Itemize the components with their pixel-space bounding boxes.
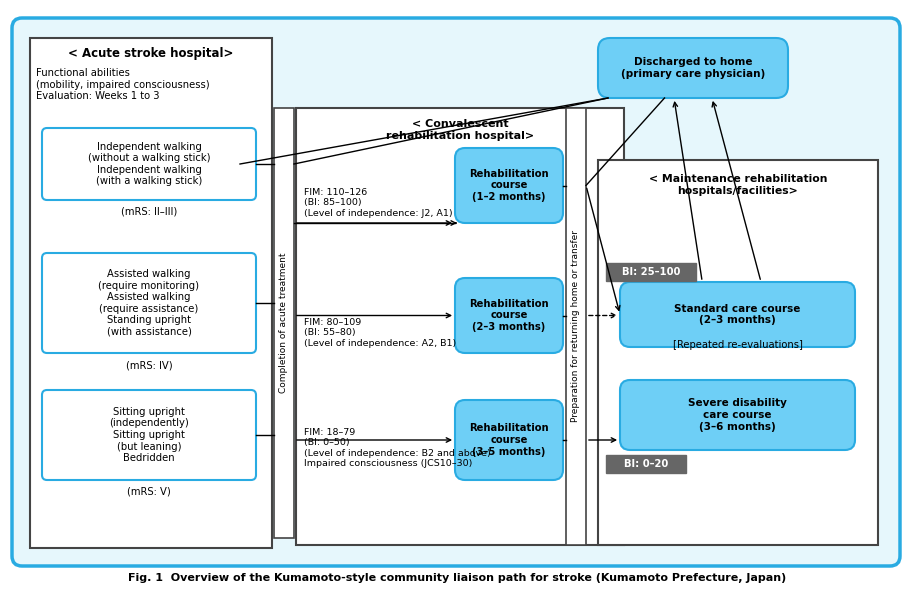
Text: Preparation for returning home or transfer: Preparation for returning home or transf…	[572, 230, 580, 422]
Bar	[566, 108, 586, 545]
Bar	[296, 108, 624, 545]
Text: Fig. 1  Overview of the Kumamoto-style community liaison path for stroke (Kumamo: Fig. 1 Overview of the Kumamoto-style co…	[128, 573, 787, 583]
FancyBboxPatch shape	[598, 38, 788, 98]
FancyBboxPatch shape	[620, 282, 855, 347]
Text: Independent walking
(without a walking stick)
Independent walking
(with a walkin: Independent walking (without a walking s…	[88, 142, 210, 187]
Text: < Maintenance rehabilitation
hospitals/facilities>: < Maintenance rehabilitation hospitals/f…	[649, 174, 827, 196]
FancyBboxPatch shape	[42, 390, 256, 480]
FancyBboxPatch shape	[455, 278, 563, 353]
FancyBboxPatch shape	[42, 253, 256, 353]
Text: (mRS: V): (mRS: V)	[127, 487, 171, 497]
Text: Rehabilitation
course
(3–5 months): Rehabilitation course (3–5 months)	[469, 424, 549, 456]
Text: Severe disability
care course
(3–6 months): Severe disability care course (3–6 month…	[688, 398, 787, 431]
FancyBboxPatch shape	[12, 18, 900, 566]
Text: Rehabilitation
course
(1–2 months): Rehabilitation course (1–2 months)	[469, 169, 549, 202]
Bar	[606, 263, 696, 281]
Text: Functional abilities
(mobility, impaired consciousness)
Evaluation: Weeks 1 to 3: Functional abilities (mobility, impaired…	[36, 68, 210, 101]
Text: Completion of acute treatment: Completion of acute treatment	[279, 253, 288, 393]
Bar	[274, 108, 294, 538]
Bar	[598, 160, 878, 545]
Text: Sitting upright
(independently)
Sitting upright
(but leaning)
Bedridden: Sitting upright (independently) Sitting …	[109, 407, 188, 463]
Text: Discharged to home
(primary care physician): Discharged to home (primary care physici…	[621, 57, 765, 79]
Text: [Repeated re-evaluations]: [Repeated re-evaluations]	[673, 340, 803, 350]
Text: BI: 0–20: BI: 0–20	[624, 459, 668, 469]
Text: FIM: 80–109
(BI: 55–80)
(Level of independence: A2, B1): FIM: 80–109 (BI: 55–80) (Level of indepe…	[304, 318, 457, 348]
Text: Standard care course
(2–3 months): Standard care course (2–3 months)	[674, 304, 801, 325]
Bar	[606, 455, 686, 473]
Text: < Convalescent
rehabilitation hospital>: < Convalescent rehabilitation hospital>	[386, 119, 534, 141]
FancyBboxPatch shape	[455, 400, 563, 480]
Text: Rehabilitation
course
(2–3 months): Rehabilitation course (2–3 months)	[469, 299, 549, 332]
Text: FIM: 18–79
(BI: 0–50)
(Level of independence: B2 and above)
Impaired consciousne: FIM: 18–79 (BI: 0–50) (Level of independ…	[304, 428, 490, 468]
Text: (mRS: II–III): (mRS: II–III)	[121, 207, 178, 217]
FancyBboxPatch shape	[620, 380, 855, 450]
Bar	[30, 38, 272, 548]
Text: Assisted walking
(require monitoring)
Assisted walking
(require assistance)
Stan: Assisted walking (require monitoring) As…	[99, 269, 199, 337]
Text: BI: 25–100: BI: 25–100	[622, 267, 680, 277]
FancyBboxPatch shape	[42, 128, 256, 200]
Text: FIM: 110–126
(BI: 85–100)
(Level of independence: J2, A1): FIM: 110–126 (BI: 85–100) (Level of inde…	[304, 188, 453, 218]
Text: < Acute stroke hospital>: < Acute stroke hospital>	[69, 47, 233, 61]
Text: (mRS: IV): (mRS: IV)	[125, 360, 172, 370]
FancyBboxPatch shape	[455, 148, 563, 223]
